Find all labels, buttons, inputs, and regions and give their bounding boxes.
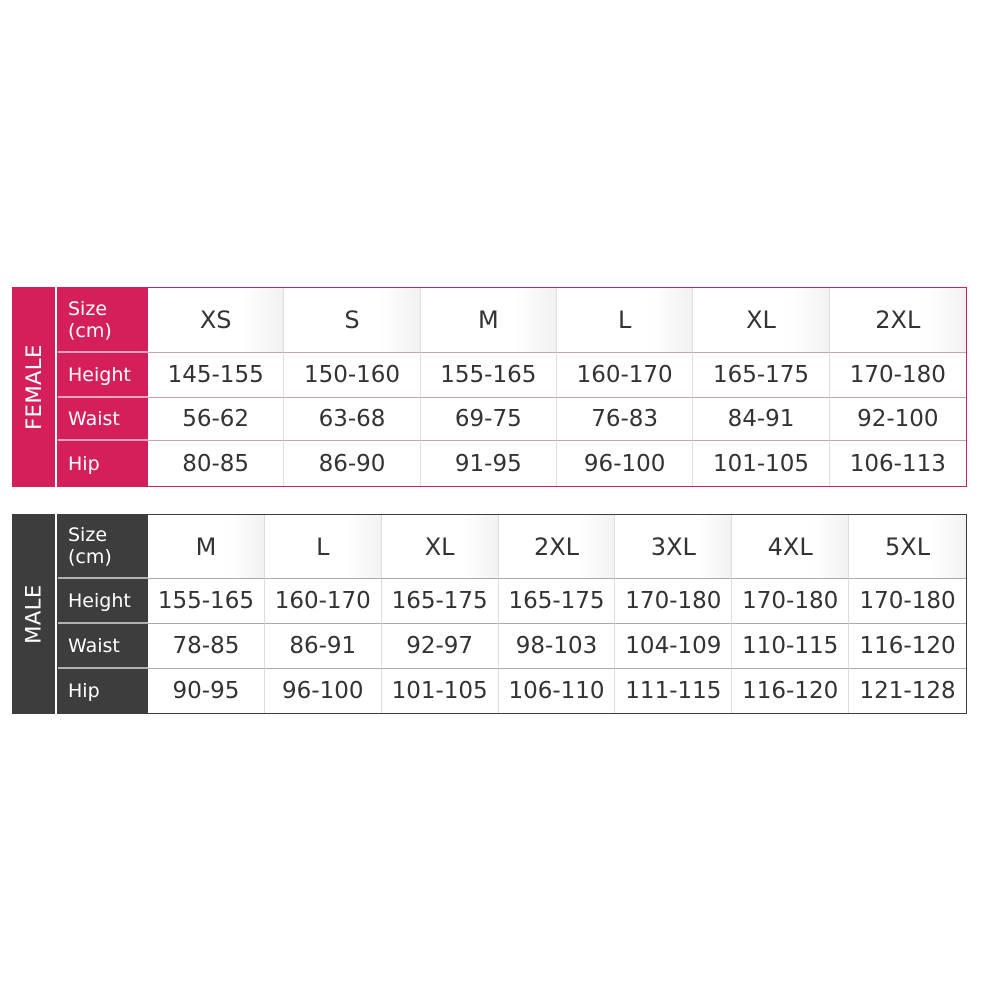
table-cell: 165-175 — [693, 353, 830, 398]
table-cell: 98-103 — [498, 624, 616, 669]
table-cell: 78-85 — [148, 624, 265, 669]
table-cell: 170-180 — [849, 579, 966, 624]
table-cell: 155-165 — [148, 579, 265, 624]
size-header: 2XL — [829, 288, 966, 353]
size-header: XS — [148, 288, 285, 353]
size-header: M — [148, 515, 265, 579]
male-table: Size (cm) M L XL 2XL 3XL 4XL 5XL Height 155-165 16… — [57, 514, 967, 714]
size-header: 3XL — [615, 515, 733, 579]
table-cell: 111-115 — [615, 669, 733, 713]
table-cell: 150-160 — [284, 353, 421, 398]
row-label: Height — [58, 579, 148, 624]
table-cell: 165-175 — [498, 579, 616, 624]
table-cell: 116-120 — [849, 624, 966, 669]
row-label: Hip — [58, 441, 148, 486]
table-cell: 63-68 — [284, 398, 421, 441]
table-cell: 104-109 — [615, 624, 733, 669]
size-header: S — [284, 288, 421, 353]
female-band: FEMALE — [12, 287, 55, 487]
table-cell: 101-105 — [382, 669, 499, 713]
table-cell: 86-90 — [284, 441, 421, 486]
table-cell: 56-62 — [148, 398, 285, 441]
size-header: XL — [381, 515, 499, 579]
row-label: Waist — [58, 398, 148, 441]
row-label: Waist — [58, 624, 148, 669]
table-cell: 90-95 — [148, 669, 265, 713]
female-size-chart: FEMALE Size (cm) XS S M L XL 2XL Height 145-155 1… — [12, 287, 967, 487]
table-cell: 76-83 — [556, 398, 694, 441]
table-cell: 170-180 — [829, 353, 966, 398]
row-label: Size (cm) — [58, 288, 148, 353]
row-label: Hip — [58, 669, 148, 713]
size-header: L — [264, 515, 382, 579]
female-label: FEMALE — [21, 344, 46, 430]
female-table: Size (cm) XS S M L XL 2XL Height 145-155 150-160 1… — [57, 287, 967, 487]
table-cell: 84-91 — [693, 398, 830, 441]
table-cell: 101-105 — [693, 441, 830, 486]
table-cell: 80-85 — [148, 441, 285, 486]
size-header: M — [420, 288, 557, 353]
row-label: Size (cm) — [58, 515, 148, 579]
male-size-chart: MALE Size (cm) M L XL 2XL 3XL 4XL 5XL Height 155-… — [12, 514, 967, 714]
size-header: L — [556, 288, 694, 353]
row-label: Height — [58, 353, 148, 398]
table-cell: 116-120 — [732, 669, 850, 713]
size-header: 4XL — [732, 515, 850, 579]
table-cell: 160-170 — [264, 579, 382, 624]
table-cell: 145-155 — [148, 353, 285, 398]
table-cell: 96-100 — [557, 441, 694, 486]
size-header: XL — [693, 288, 830, 353]
table-cell: 170-180 — [732, 579, 850, 624]
table-cell: 91-95 — [421, 441, 557, 486]
table-cell: 106-113 — [849, 450, 946, 477]
table-cell: 86-91 — [264, 624, 382, 669]
table-cell: 155-165 — [420, 353, 557, 398]
table-cell: 170-180 — [615, 579, 733, 624]
table-cell: 121-128 — [859, 678, 956, 704]
table-cell: 165-175 — [381, 579, 499, 624]
table-cell: 106-110 — [499, 669, 616, 713]
table-cell: 110-115 — [732, 624, 850, 669]
table-cell: 69-75 — [420, 398, 557, 441]
male-band: MALE — [12, 514, 55, 714]
size-header: 5XL — [849, 515, 966, 579]
table-cell: 160-170 — [556, 353, 694, 398]
table-cell: 92-100 — [829, 398, 966, 441]
table-cell: 92-97 — [381, 624, 499, 669]
male-label: MALE — [21, 584, 46, 644]
table-cell: 96-100 — [265, 669, 382, 713]
size-header: 2XL — [498, 515, 616, 579]
